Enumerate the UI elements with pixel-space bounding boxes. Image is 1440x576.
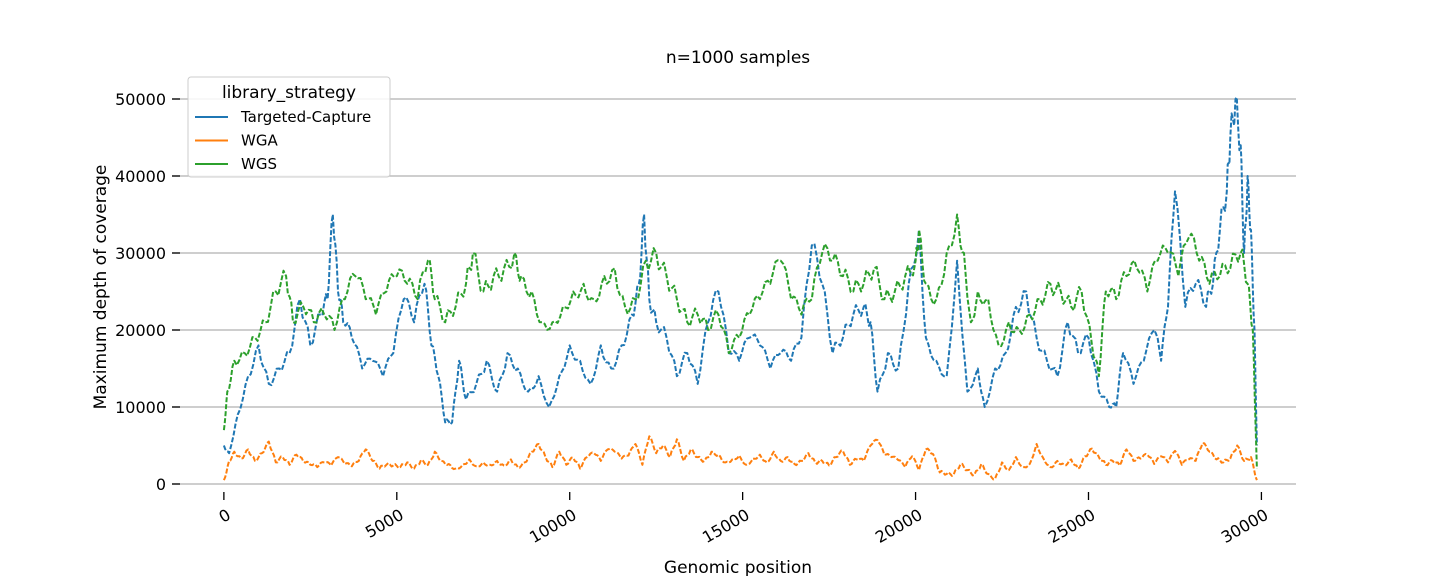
legend: library_strategy Targeted-Capture WGA WGS bbox=[187, 76, 391, 178]
chart-title: n=1000 samples bbox=[666, 48, 810, 68]
legend-title: library_strategy bbox=[222, 83, 356, 103]
series-line-wga bbox=[222, 435, 1258, 481]
x-tick-label: 30000 bbox=[1218, 505, 1272, 547]
legend-label: WGA bbox=[241, 132, 278, 150]
series-lines bbox=[222, 96, 1258, 481]
x-axis-label: Genomic position bbox=[664, 558, 812, 576]
x-tick-label: 0 bbox=[216, 505, 234, 527]
x-tick-label: 20000 bbox=[872, 505, 926, 547]
x-tick-label: 25000 bbox=[1045, 505, 1099, 547]
y-tick-label: 0 bbox=[156, 475, 166, 494]
y-tick-label: 40000 bbox=[115, 167, 166, 186]
x-tick-label: 15000 bbox=[699, 505, 753, 547]
x-tick-label: 5000 bbox=[362, 505, 407, 542]
series-line-wgs bbox=[222, 213, 1258, 469]
y-tick-label: 50000 bbox=[115, 90, 166, 109]
series-line-targeted-capture bbox=[222, 96, 1258, 455]
x-axis: 0 5000 10000 15000 20000 25000 30000 bbox=[216, 492, 1272, 547]
x-tick-label: 10000 bbox=[526, 505, 580, 547]
legend-label: Targeted-Capture bbox=[240, 108, 371, 126]
y-tick-label: 30000 bbox=[115, 244, 166, 263]
y-axis: 0 10000 20000 30000 40000 50000 bbox=[115, 90, 180, 494]
y-axis-label: Maximum depth of coverage bbox=[91, 165, 111, 410]
legend-label: WGS bbox=[241, 155, 277, 173]
y-tick-label: 10000 bbox=[115, 398, 166, 417]
legend-box bbox=[187, 76, 391, 178]
legend-entries: Targeted-Capture WGA WGS bbox=[195, 108, 371, 173]
y-tick-label: 20000 bbox=[115, 321, 166, 340]
